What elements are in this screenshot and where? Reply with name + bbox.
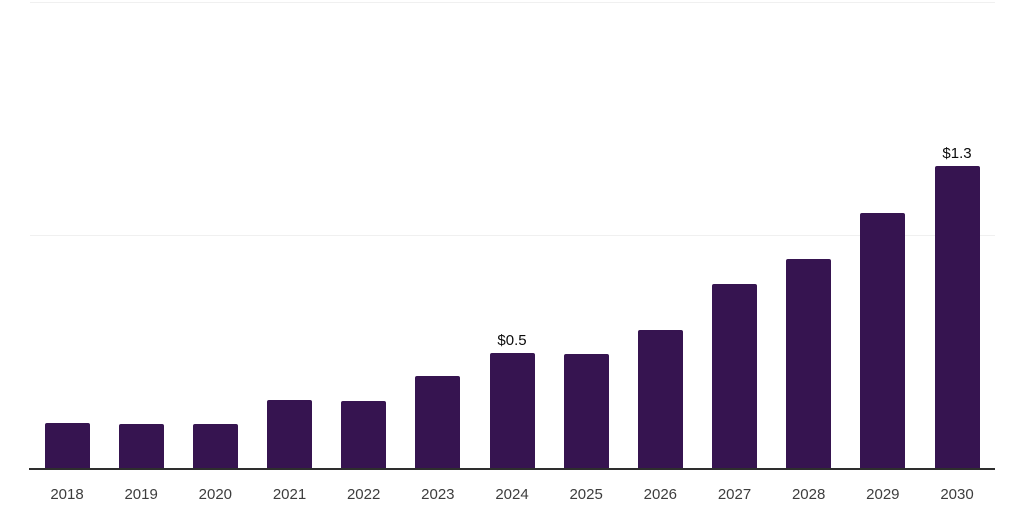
x-tick-label-2028: 2028 xyxy=(791,486,826,503)
data-label-2030: $1.3 xyxy=(942,145,972,162)
gridline-2.0 xyxy=(30,2,995,3)
bar-2023 xyxy=(415,376,461,470)
bar-2025 xyxy=(563,354,609,470)
x-tick-label-2022: 2022 xyxy=(346,486,381,503)
bar-2028 xyxy=(786,259,832,470)
x-tick-label-2023: 2023 xyxy=(421,486,455,503)
bar-2030 xyxy=(934,166,980,470)
x-tick-label-2027: 2027 xyxy=(717,486,752,503)
bar-2019 xyxy=(118,424,164,470)
x-tick-label-2026: 2026 xyxy=(643,486,678,503)
x-tick-label-2018: 2018 xyxy=(50,486,84,503)
x-tick-label-2019: 2019 xyxy=(124,486,158,503)
x-axis-line xyxy=(29,468,995,470)
gridline-1.0 xyxy=(30,235,995,236)
x-tick-label-2025: 2025 xyxy=(569,486,603,503)
x-tick-label-2030: 2030 xyxy=(940,486,974,503)
x-tick-label-2024: 2024 xyxy=(495,486,529,503)
x-tick-label-2029: 2029 xyxy=(866,486,900,503)
bar-2029 xyxy=(860,213,906,470)
bar-2021 xyxy=(267,400,312,470)
bar-2026 xyxy=(637,330,683,470)
bar-2022 xyxy=(341,401,387,470)
x-tick-label-2021: 2021 xyxy=(272,486,307,503)
bar-2024 xyxy=(489,353,535,470)
bar-2027 xyxy=(712,284,757,470)
bar-2018 xyxy=(44,423,90,470)
bar-2020 xyxy=(192,424,238,470)
x-tick-label-2020: 2020 xyxy=(198,486,233,503)
data-label-2024: $0.5 xyxy=(497,332,527,349)
